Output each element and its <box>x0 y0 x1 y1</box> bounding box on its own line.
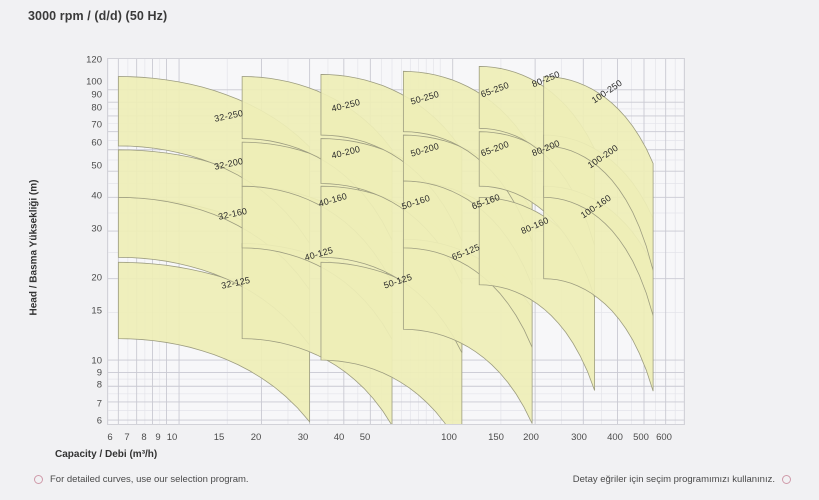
page-title: 3000 rpm / (d/d) (50 Hz) <box>28 9 168 23</box>
y-tick-8: 8 <box>96 379 102 391</box>
pump-envelope-layer <box>117 66 654 424</box>
x-tick-6: 6 <box>107 432 113 443</box>
chart-plot-area: 32-250 32-200 32-160 32-125 40-250 40-200 40-1… <box>107 58 685 425</box>
y-axis-title: Head / Basma Yüksekliği (m) <box>28 179 40 316</box>
x-tick-30: 30 <box>297 432 309 443</box>
y-tick-40: 40 <box>91 190 102 202</box>
y-axis-tick-labels: 120 100 90 80 70 60 50 40 30 20 15 10 9 8 7 6 <box>66 54 102 427</box>
x-tick-10: 10 <box>166 432 178 443</box>
y-tick-80: 80 <box>91 102 102 114</box>
footer-note-turkish: Detay eğriler için seçim programımızı ku… <box>573 474 791 485</box>
x-tick-600: 600 <box>656 432 672 443</box>
footer: For detailed curves, use our selection p… <box>0 470 819 500</box>
footer-note-english: For detailed curves, use our selection p… <box>34 474 249 485</box>
y-tick-60: 60 <box>91 137 102 149</box>
x-tick-50: 50 <box>359 432 371 443</box>
x-tick-20: 20 <box>250 432 262 443</box>
x-tick-400: 400 <box>607 432 623 443</box>
y-tick-30: 30 <box>91 223 102 235</box>
x-tick-7: 7 <box>124 432 130 443</box>
x-axis-tick-labels: 6 7 8 9 10 15 20 30 40 50 100 150 200 300 400 500 600 <box>0 433 819 447</box>
y-tick-120: 120 <box>86 54 102 66</box>
y-tick-9: 9 <box>96 367 102 379</box>
x-tick-150: 150 <box>488 432 504 443</box>
x-tick-15: 15 <box>213 432 225 443</box>
y-tick-100: 100 <box>86 76 102 88</box>
x-tick-500: 500 <box>633 432 649 443</box>
x-tick-9: 9 <box>155 432 161 443</box>
y-tick-70: 70 <box>91 119 102 131</box>
y-tick-6: 6 <box>96 415 102 427</box>
footer-note-turkish-text: Detay eğriler için seçim programımızı ku… <box>572 474 775 485</box>
envelope-100-250 <box>543 76 654 271</box>
y-tick-20: 20 <box>91 272 102 284</box>
y-tick-10: 10 <box>91 355 102 367</box>
x-tick-300: 300 <box>571 432 587 443</box>
circle-outline-icon <box>782 475 791 484</box>
y-tick-7: 7 <box>96 398 102 410</box>
x-axis-title: Capacity / Debi (m³/h) <box>55 449 158 460</box>
x-tick-40: 40 <box>333 432 345 443</box>
y-tick-15: 15 <box>91 305 102 317</box>
x-tick-8: 8 <box>141 432 147 443</box>
footer-note-english-text: For detailed curves, use our selection p… <box>50 474 249 485</box>
x-tick-200: 200 <box>523 432 539 443</box>
x-tick-100: 100 <box>441 432 457 443</box>
circle-outline-icon <box>34 475 43 484</box>
y-tick-50: 50 <box>91 160 102 172</box>
y-tick-90: 90 <box>91 89 102 101</box>
